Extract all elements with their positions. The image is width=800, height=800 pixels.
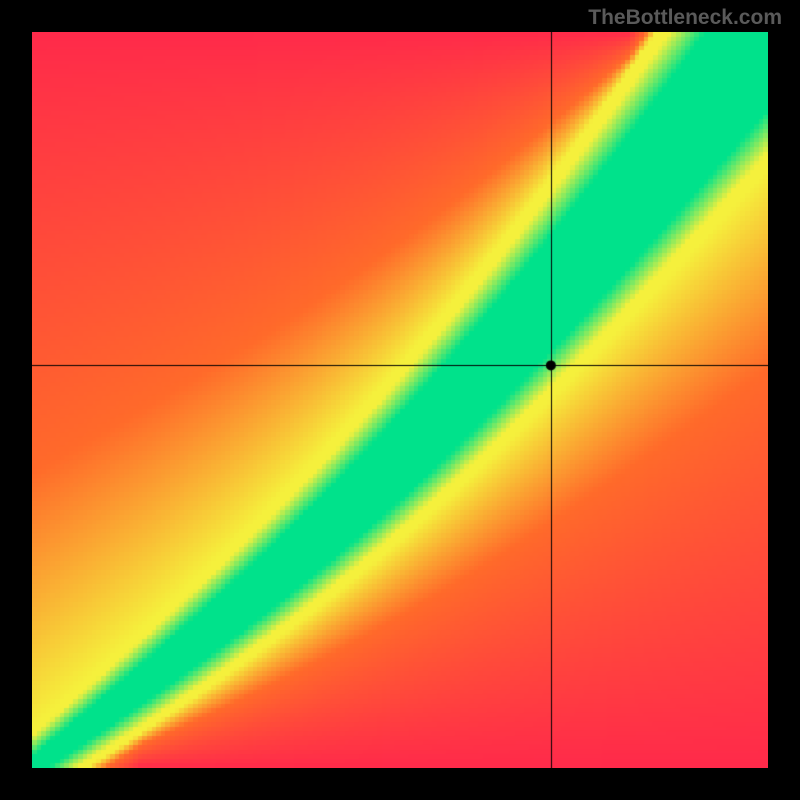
plot-area bbox=[32, 32, 768, 768]
chart-container: TheBottleneck.com bbox=[0, 0, 800, 800]
heatmap-canvas bbox=[32, 32, 768, 768]
watermark-text: TheBottleneck.com bbox=[588, 6, 782, 30]
